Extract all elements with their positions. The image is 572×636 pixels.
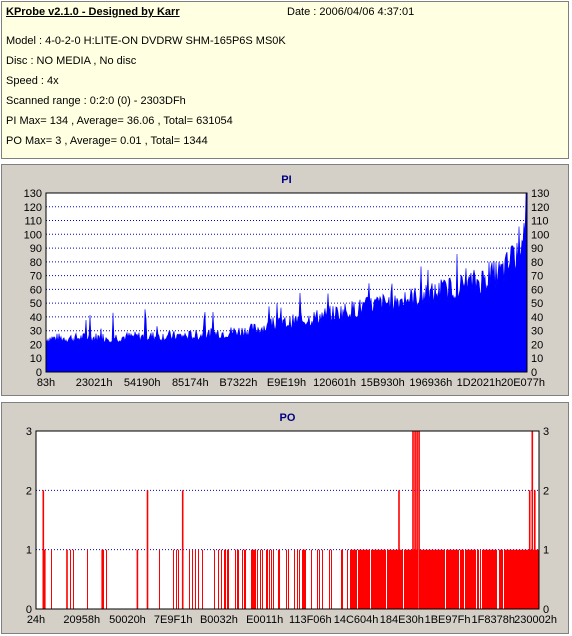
po-spike (146, 490, 149, 609)
po-spike (101, 549, 103, 609)
y-tick-label-left: 50 (30, 298, 42, 310)
x-tick-label: 1F8378h (472, 614, 515, 626)
x-tick-label: 184E30h (380, 614, 424, 626)
plot-border (35, 430, 540, 610)
y-tick-label-right: 40 (531, 312, 543, 324)
y-tick-label-left: 120 (24, 202, 42, 214)
po-spike (66, 549, 68, 609)
chart-title: PI (281, 174, 291, 186)
x-tick-label: 1D2021h (457, 377, 502, 389)
y-tick-label-left: 0 (26, 604, 32, 616)
scanned-range: Scanned range : 0:2:0 (0) - 2303DFh (6, 95, 186, 107)
pi-chart-panel: PI 0 0 10 10 20 20 30 30 40 40 50 50 60 60 70 70 80 80 90 90… (1, 164, 569, 396)
po-spike (528, 490, 531, 609)
y-tick-label-left: 80 (30, 257, 42, 269)
x-tick-label: 20958h (63, 614, 100, 626)
po-spike (418, 431, 420, 609)
y-tick-label-left: 130 (24, 188, 42, 200)
pi-series (45, 192, 528, 373)
y-tick-label-right: 0 (531, 367, 537, 379)
disc-info: Disc : NO MEDIA , No disc (6, 55, 137, 67)
x-tick-label: 54190h (124, 377, 161, 389)
drive-model: Model : 4-0-2-0 H:LITE-ON DVDRW SHM-165P… (6, 35, 286, 47)
po-spike (412, 431, 414, 609)
x-tick-label: 15B930h (361, 377, 405, 389)
y-tick-label-right: 70 (531, 271, 543, 283)
plot-border (45, 192, 528, 373)
y-tick-label-right: 50 (531, 298, 543, 310)
po-chart: PO 0 0 1 1 2 2 3 3 24h 20958h 50020h 7E9F1h B0032h E00… (26, 412, 557, 626)
scan-date: Date : 2006/04/06 4:37:01 (287, 6, 415, 18)
y-tick-label-right: 10 (531, 353, 543, 365)
y-tick-label-left: 70 (30, 271, 42, 283)
po-spike (181, 490, 184, 609)
y-tick-label-left: 40 (30, 312, 42, 324)
x-tick-label: E0011h (246, 614, 283, 626)
x-tick-label: 20E077h (501, 377, 545, 389)
scan-speed: Speed : 4x (6, 75, 59, 87)
y-tick-label-left: 60 (30, 284, 42, 296)
x-tick-label: 7E9F1h (154, 614, 193, 626)
x-tick-label: 14C604h (334, 614, 379, 626)
chart-title: PO (280, 412, 296, 424)
y-tick-label-left: 0 (36, 367, 42, 379)
y-tick-label-right: 130 (531, 188, 549, 200)
x-tick-label: 23021h (76, 377, 113, 389)
x-tick-label: B0032h (200, 614, 238, 626)
y-tick-label-left: 90 (30, 243, 42, 255)
app-title: KProbe v2.1.0 - Designed by Karr (6, 6, 180, 18)
x-tick-label: 1BE97Fh (425, 614, 471, 626)
y-tick-label-right: 90 (531, 243, 543, 255)
scan-info-panel: KProbe v2.1.0 - Designed by Karr Date : … (1, 1, 569, 159)
y-tick-label-left: 20 (30, 339, 42, 351)
po-spike (416, 431, 418, 609)
y-tick-label-left: 1 (26, 545, 32, 557)
y-tick-label-right: 80 (531, 257, 543, 269)
y-tick-label-right: 1 (543, 545, 549, 557)
x-tick-label: 50020h (109, 614, 146, 626)
y-tick-label-left: 110 (24, 216, 42, 228)
y-tick-label-right: 3 (543, 426, 549, 438)
x-tick-label: 24h (27, 614, 45, 626)
y-tick-label-right: 120 (531, 202, 549, 214)
y-tick-label-left: 2 (26, 485, 32, 497)
x-tick-label: 85174h (172, 377, 209, 389)
x-tick-label: B7322h (219, 377, 257, 389)
pi-stats: PI Max= 134 , Average= 36.06 , Total= 63… (6, 115, 233, 127)
y-tick-label-right: 30 (531, 326, 543, 338)
y-tick-label-right: 110 (531, 216, 549, 228)
po-series (51, 549, 539, 609)
x-tick-label: E9E19h (267, 377, 306, 389)
po-spike (531, 431, 534, 609)
y-tick-label-left: 10 (30, 353, 42, 365)
y-tick-label-right: 60 (531, 284, 543, 296)
y-tick-label-right: 20 (531, 339, 543, 351)
x-tick-label: 83h (37, 377, 55, 389)
po-spike (42, 490, 45, 609)
po-spike (398, 490, 400, 609)
x-tick-label: 113F06h (289, 614, 332, 626)
y-tick-label-left: 30 (30, 326, 42, 338)
po-spike (534, 490, 536, 609)
y-tick-label-right: 0 (543, 604, 549, 616)
po-stats: PO Max= 3 , Average= 0.01 , Total= 1344 (6, 135, 208, 147)
x-tick-label: 120601h (313, 377, 356, 389)
po-spike (414, 431, 416, 609)
po-chart-panel: PO 0 0 1 1 2 2 3 3 24h 20958h 50020h 7E9F1h B0032h E00… (1, 402, 569, 634)
po-spike (136, 549, 139, 609)
y-tick-label-right: 100 (531, 229, 549, 241)
x-tick-label: 196936h (409, 377, 452, 389)
y-tick-label-left: 3 (26, 426, 32, 438)
x-tick-label: 230002h (514, 614, 557, 626)
y-tick-label-left: 100 (24, 229, 42, 241)
po-spike (44, 549, 46, 609)
y-tick-label-right: 2 (543, 485, 549, 497)
